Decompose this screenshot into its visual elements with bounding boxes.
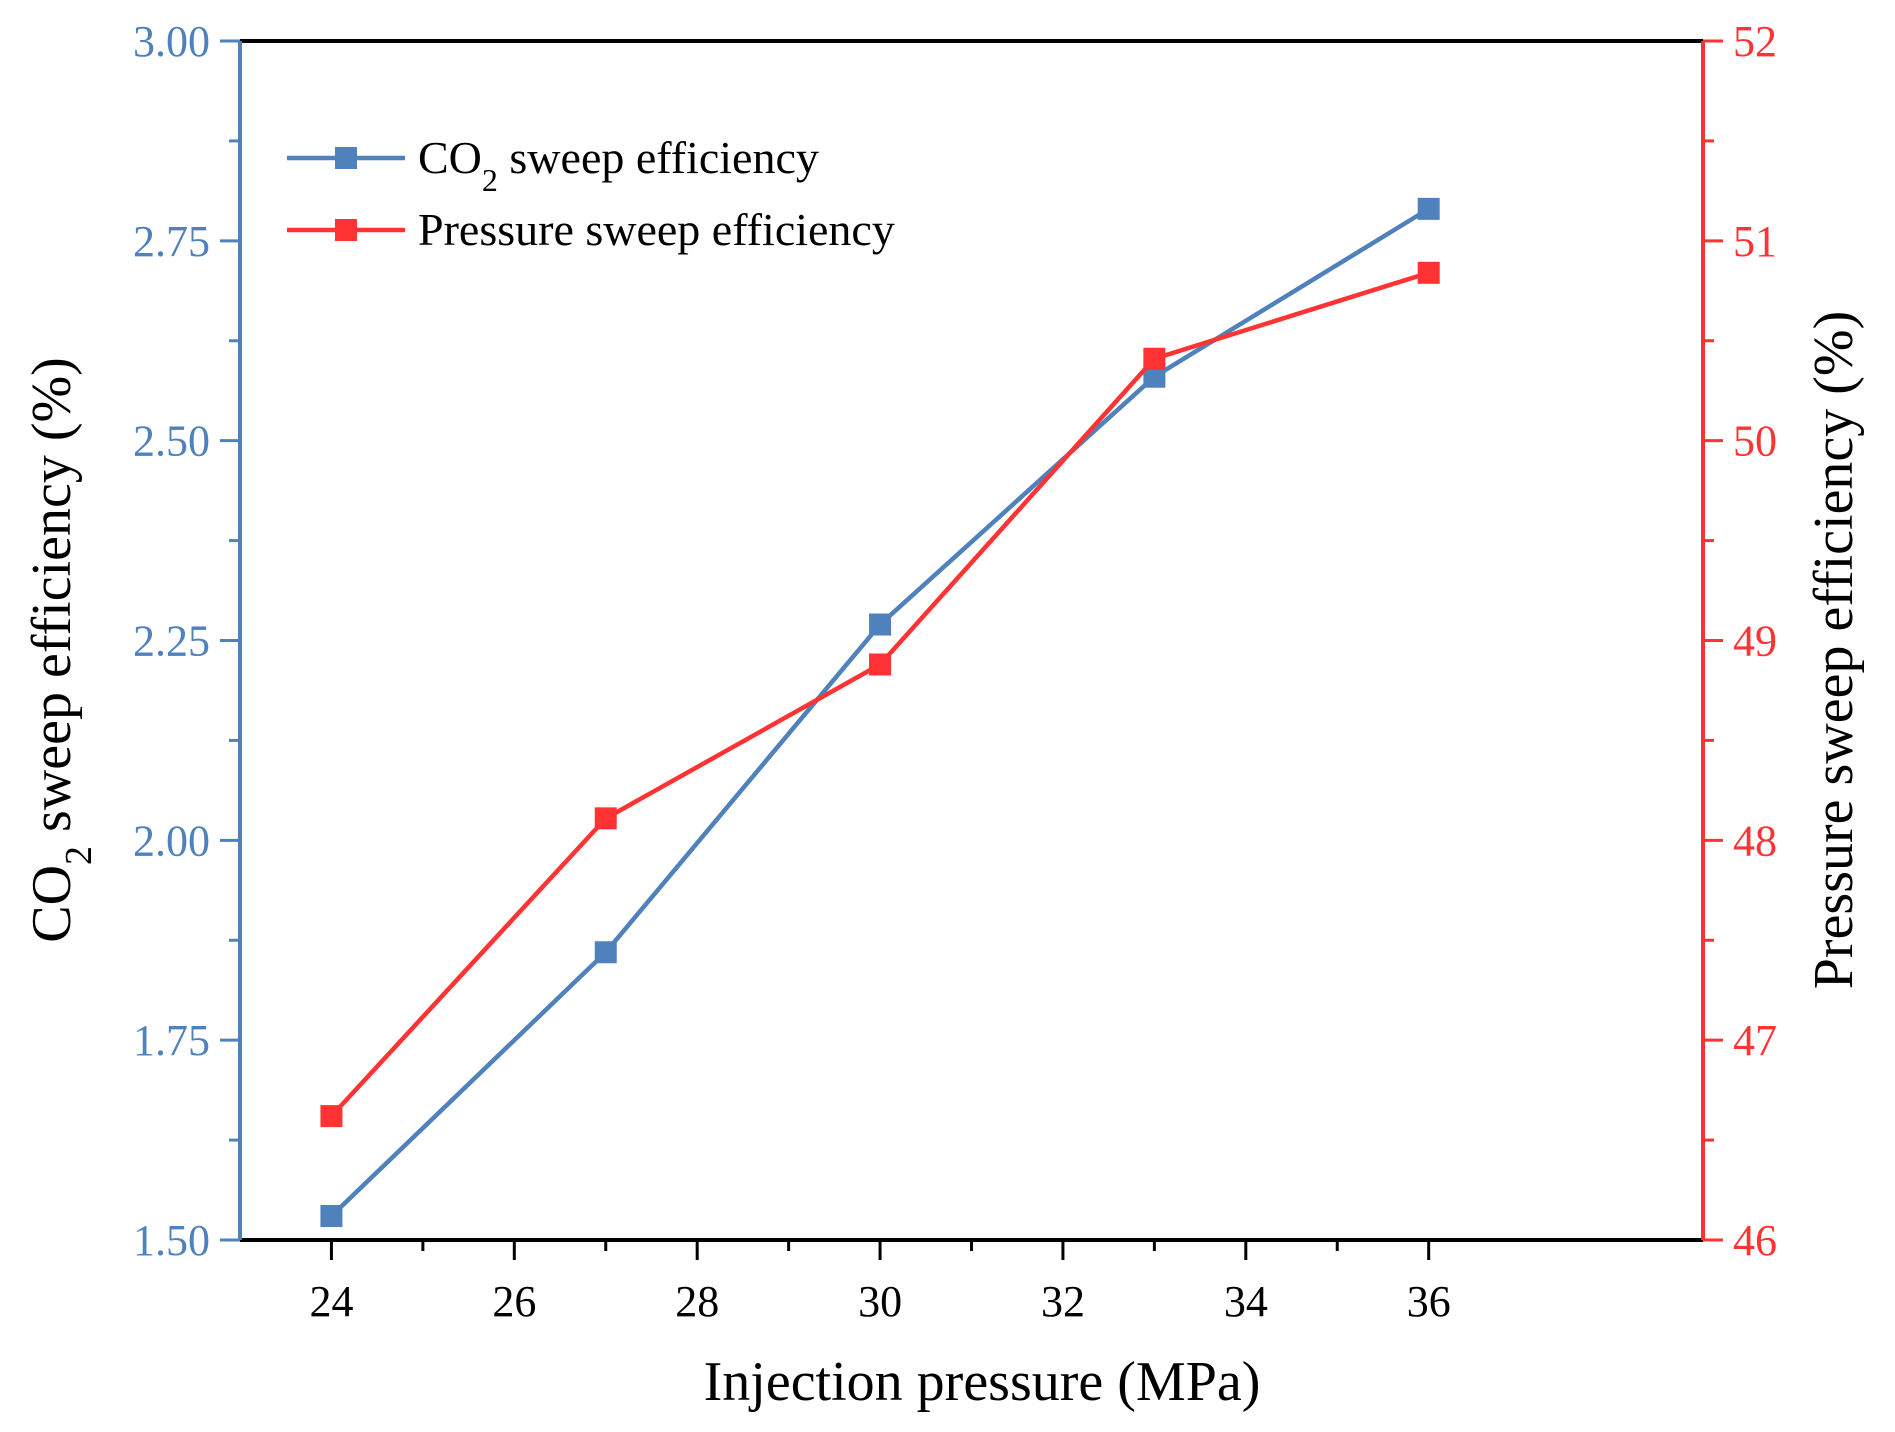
series-2-point (594, 807, 617, 830)
y-left-title-main: CO (21, 865, 83, 943)
axes-layer: 24 26 28 30 32 34 36 1.50 1.75 2.00 2.25 2.50 2.75 3.… (133, 17, 1777, 1326)
y-left-tick-label: 2.25 (133, 617, 210, 666)
y-right-tick-label: 49 (1733, 617, 1777, 666)
y-right-tick-label: 47 (1733, 1016, 1777, 1065)
y-right-tick-label: 46 (1733, 1216, 1777, 1265)
series-1-point (869, 613, 892, 636)
x-tick-label: 24 (309, 1277, 353, 1326)
legend-label-2: Pressure sweep efficiency (418, 204, 895, 255)
y-right-tick-label: 50 (1733, 417, 1777, 466)
y-left-title-rest: sweep efficiency (%) (21, 357, 83, 846)
y-left-axis-title: CO2 sweep efficiency (%) (21, 357, 100, 943)
x-tick-label: 30 (858, 1277, 902, 1326)
series-1-point (320, 1205, 343, 1228)
x-axis-title: Injection pressure (MPa) (704, 1351, 1261, 1413)
y-right-tick-label: 51 (1733, 217, 1777, 266)
y-left-tick-label: 2.00 (133, 816, 210, 865)
series-1-point (1143, 365, 1166, 388)
series-layer (320, 197, 1440, 1228)
y-right-axis-title: Pressure sweep efficiency (%) (1803, 311, 1865, 989)
y-left-tick-label: 2.50 (133, 417, 210, 466)
series-2-point (1417, 261, 1440, 284)
legend-label-1: CO2 sweep efficiency (418, 132, 819, 198)
y-left-title-sub: 2 (58, 846, 100, 865)
y-right-tick-label: 52 (1733, 17, 1777, 66)
series-1-point (1417, 197, 1440, 220)
y-left-tick-label: 1.75 (133, 1016, 210, 1065)
legend-marker-1 (335, 147, 357, 169)
series-line-1 (329, 206, 1430, 1218)
x-tick-label: 34 (1224, 1277, 1268, 1326)
x-tick-label: 28 (675, 1277, 719, 1326)
series-2-point (320, 1105, 343, 1128)
legend: CO2 sweep efficiency Pressure sweep effic… (287, 132, 895, 255)
y-left-tick-label: 3.00 (133, 17, 210, 66)
x-tick-label: 26 (492, 1277, 536, 1326)
y-left-tick-label: 1.50 (133, 1216, 210, 1265)
series-2-point (869, 653, 892, 676)
series-2-point (1143, 347, 1166, 370)
x-tick-label: 32 (1041, 1277, 1085, 1326)
series-line-2 (329, 270, 1430, 1118)
x-tick-label: 36 (1407, 1277, 1451, 1326)
y-left-tick-label: 2.75 (133, 217, 210, 266)
series-1-point (594, 941, 617, 964)
legend-marker-2 (335, 219, 357, 241)
y-right-tick-label: 48 (1733, 816, 1777, 865)
